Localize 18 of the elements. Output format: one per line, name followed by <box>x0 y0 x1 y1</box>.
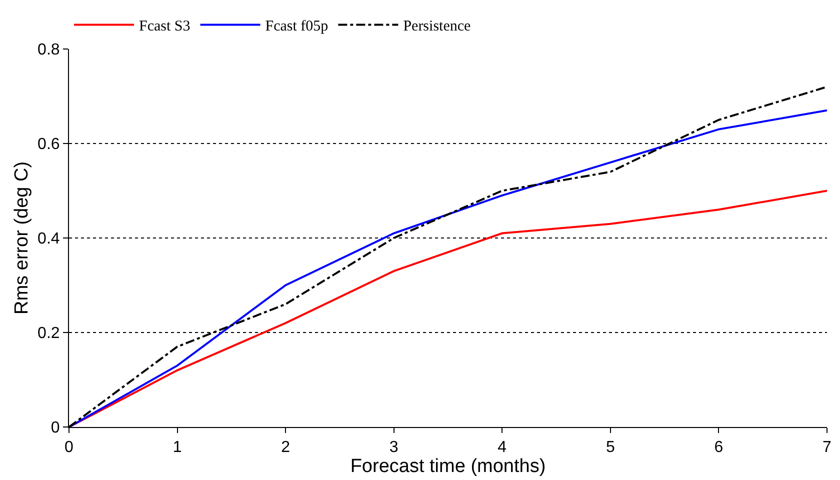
x-tick-label: 6 <box>714 439 724 456</box>
y-tick-label: 0.8 <box>38 42 60 59</box>
y-tick-label: 0.2 <box>38 325 60 342</box>
x-tick-label: 7 <box>822 439 832 456</box>
legend-label: Fcast S3 <box>139 18 190 35</box>
x-tick-label: 0 <box>64 439 74 456</box>
x-tick-label: 5 <box>606 439 615 456</box>
y-tick-label: 0.6 <box>38 136 60 154</box>
x-tick-label: 3 <box>389 439 398 456</box>
y-tick-label: 0.4 <box>38 230 60 248</box>
legend-label: Fcast f05p <box>265 18 328 35</box>
x-axis-title: Forecast time (months) <box>350 456 546 478</box>
x-tick-label: 4 <box>498 439 507 456</box>
x-tick-label: 2 <box>281 439 290 456</box>
y-tick-label: 0 <box>50 420 60 437</box>
x-tick-label: 1 <box>172 439 182 456</box>
legend-label: Persistence <box>403 18 472 35</box>
y-axis-title: Rms error (deg C) <box>11 161 32 315</box>
